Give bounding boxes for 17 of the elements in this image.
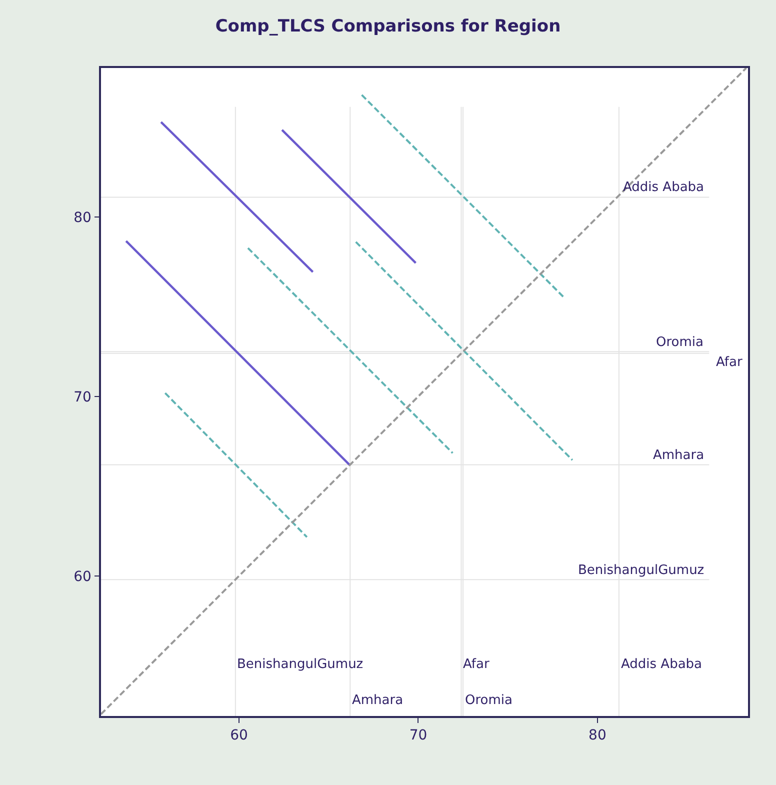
x-tick-label: 80: [588, 728, 606, 744]
y-tick-label: 70: [74, 389, 92, 406]
ref-line-label: Amhara: [653, 448, 704, 463]
ref-line-label: Oromia: [656, 335, 704, 350]
ref-line-label: Oromia: [465, 693, 512, 708]
y-tick-label: 80: [74, 210, 92, 226]
y-tick-label: 60: [74, 568, 92, 585]
ref-line-label: BenishangulGumuz: [237, 657, 364, 672]
ref-line-label: BenishangulGumuz: [578, 563, 704, 578]
x-tick-label: 70: [409, 728, 428, 744]
ref-line-label: Addis Ababa: [623, 180, 704, 195]
ref-line-label: Afar: [716, 355, 743, 370]
ref-line-label: Addis Ababa: [621, 657, 702, 672]
x-tick-label: 60: [230, 728, 248, 744]
ref-line-label: Afar: [463, 657, 490, 672]
ref-line-label: Amhara: [352, 693, 404, 708]
chart-title: Comp_TLCS Comparisons for Region: [215, 16, 561, 37]
